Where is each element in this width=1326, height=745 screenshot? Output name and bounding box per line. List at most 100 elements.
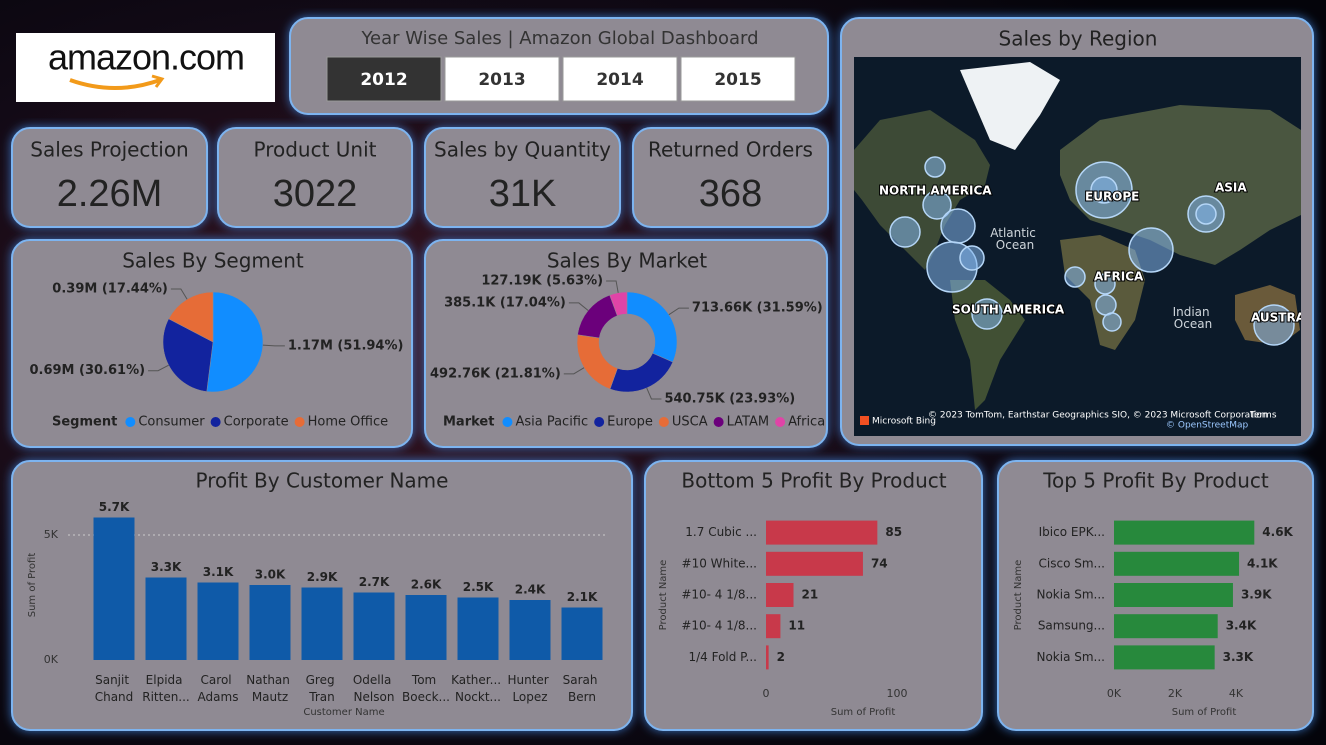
data-label: 1.17M (51.94%) [288,338,404,353]
map-bubble [1095,294,1117,316]
data-label: 3.3K [151,560,182,574]
legend-label: Africa [788,415,825,430]
y-tick-label: 5K [44,528,59,541]
data-label: 2.9K [307,570,338,584]
land [854,110,990,270]
bar [93,517,135,660]
map: NORTH AMERICA EUROPE ASIA AFRICA SOUTH AMERI… [854,57,1326,436]
data-label: 0.39M (17.44%) [52,281,168,296]
legend-label: USCA [672,415,708,430]
bar [353,592,395,660]
bing-logo [860,416,869,425]
x-tick-line: Kather... [451,673,505,687]
chart-title: Sales By Segment [122,249,304,273]
bar [1114,520,1255,545]
legend-marker [502,417,513,427]
bar [197,582,239,660]
data-label: 492.76K (21.81%) [430,366,561,381]
y-tick-label: 1/4 Fold P... [688,650,757,664]
slicer-option[interactable]: 2015 [714,70,761,90]
data-label: 2.1K [567,590,598,604]
map-attribution: © 2023 TomTom, Earthstar Geographics SIO… [928,411,1267,421]
bar [766,645,769,670]
chart-title: Bottom 5 Profit By Product [681,469,946,493]
bar [766,614,781,639]
logo-box [16,33,275,102]
map-bubble [1128,227,1174,273]
x-axis-title: Sum of Profit [1172,707,1237,718]
x-tick-line: Mautz [252,690,288,704]
x-tick-label: Elpida Ritten... [142,673,190,704]
bottom5-panel [644,460,983,731]
y-tick-label: Samsung... [1038,619,1105,633]
data-label: 85 [885,525,902,539]
map-bubble [1102,312,1122,332]
x-tick-line: Carol [201,673,236,687]
land [1060,105,1301,265]
data-label: 540.75K (23.93%) [664,391,795,406]
y-tick-label: 0K [44,653,59,666]
data-label: 5.7K [99,500,130,514]
bar [249,585,291,660]
data-label: 385.1K (17.04%) [444,295,566,310]
x-tick-label: Tom Boeck... [402,673,450,704]
map-label: AUSTRALIA [1251,311,1326,325]
data-label: 74 [871,556,888,570]
slicer-option[interactable]: 2013 [478,70,525,90]
logo: amazon.com [48,37,244,78]
bar [766,551,863,576]
x-tick-label: Sanjit Chand [95,673,134,704]
map-bubble [922,190,952,220]
y-tick-label: Nokia Sm... [1036,650,1105,664]
logo-smile [69,78,161,90]
x-tick-label: Kather... Nockt... [451,673,505,704]
map-label: ASIA [1215,181,1247,195]
donut-slice [609,291,628,317]
x-tick-line: Tran [308,690,334,704]
data-label: 0.69M (30.61%) [29,363,145,378]
map-attribution: Microsoft Bing [872,417,936,427]
kpi-card [217,127,413,228]
land-ice [960,62,1060,150]
map-bubble [924,156,946,178]
data-label: 2.7K [359,575,390,589]
x-tick-label: 100 [887,687,908,700]
x-tick-line: Bern [568,690,596,704]
x-tick-label: 2K [1168,687,1183,700]
slicer-button[interactable] [562,56,678,102]
bar [509,600,551,660]
slicer-button[interactable] [680,56,796,102]
x-tick-label: Sarah Bern [563,673,602,704]
y-tick-label: Nokia Sm... [1036,588,1105,602]
data-label: 127.19K (5.63%) [481,273,603,288]
legend-label: Corporate [224,415,289,430]
map-bubble [1253,304,1295,346]
bar [561,607,603,660]
kpi-card [632,127,829,228]
legend-marker [658,417,669,427]
y-axis-title: Sum of Profit [27,553,38,618]
data-label: 4.6K [1262,525,1293,539]
map-attribution[interactable]: © OpenStreetMap [1166,421,1249,431]
slicer-button[interactable] [444,56,560,102]
kpi-label: Sales by Quantity [434,138,611,162]
x-tick-line: Nelson [354,690,395,704]
map-label: Indian Ocean [1173,305,1214,331]
slicer-button[interactable] [326,56,442,102]
pie-slice [168,291,214,343]
legend-label: Asia Pacific [515,415,588,430]
pie-slice [206,291,264,393]
data-label: 3.4K [1226,619,1257,633]
map-attribution[interactable]: Terms [1249,411,1277,421]
data-label: 2.6K [411,578,442,592]
data-label: 3.1K [203,565,234,579]
slicer-option[interactable]: 2014 [596,70,643,90]
legend-title: Market [443,415,494,430]
x-axis-title: Customer Name [303,707,384,718]
leader-line [170,288,188,300]
x-tick-line: Tom [411,673,440,687]
slicer-option[interactable]: 2012 [360,70,407,90]
chart-title: Profit By Customer Name [196,469,449,493]
map-bubble [940,208,976,244]
